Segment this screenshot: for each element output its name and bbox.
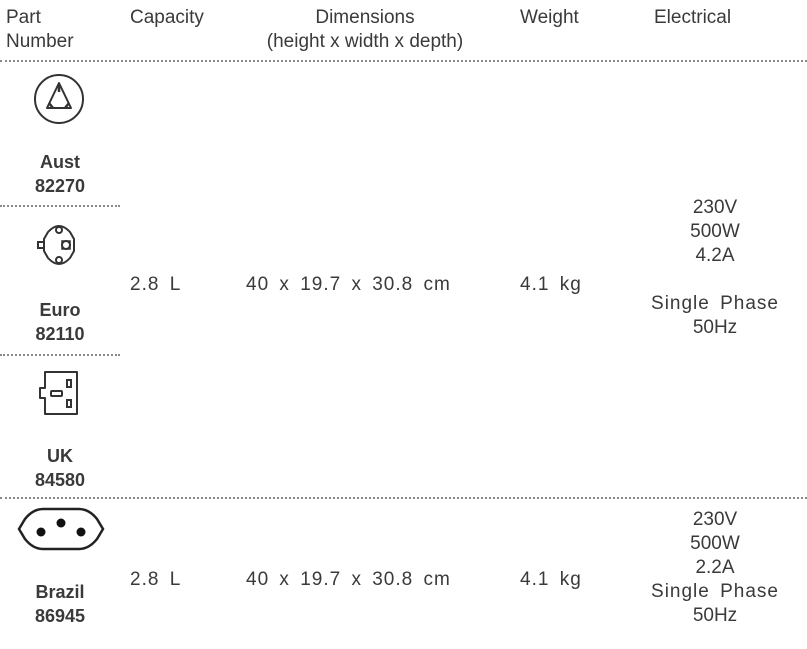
header-part-number: Part Number bbox=[6, 6, 74, 54]
plug-uk-part-number: 84580 bbox=[34, 470, 86, 490]
header-dimensions-label: Dimensions bbox=[315, 7, 415, 28]
plug-brazil-label: Brazil 86945 bbox=[0, 580, 120, 628]
plug-uk-label: UK 84580 bbox=[0, 444, 120, 492]
header-dimensions: Dimensions (height x width x depth) bbox=[240, 6, 490, 54]
plug-euro-region: Euro bbox=[39, 300, 81, 320]
plug-brazil-region: Brazil bbox=[35, 582, 85, 602]
group-divider bbox=[0, 497, 807, 499]
group2-power: 500W bbox=[690, 533, 740, 554]
group1-dimensions: 40 x 19.7 x 30.8 cm bbox=[246, 274, 451, 295]
row-divider-aust bbox=[0, 205, 120, 207]
header-divider bbox=[0, 60, 807, 62]
header-dimensions-sub: (height x width x depth) bbox=[266, 31, 464, 52]
plug-euro-label: Euro 82110 bbox=[0, 298, 120, 346]
group2-frequency: 50Hz bbox=[692, 605, 738, 626]
group1-weight: 4.1 kg bbox=[520, 274, 582, 295]
group1-voltage: 230V bbox=[692, 197, 738, 218]
plug-aust-label: Aust 82270 bbox=[0, 150, 120, 198]
plug-aust-region: Aust bbox=[40, 152, 80, 172]
header-number-label: Number bbox=[6, 31, 74, 52]
header-part-label: Part bbox=[6, 7, 41, 28]
group2-phase: Single Phase bbox=[651, 581, 779, 602]
group2-capacity: 2.8 L bbox=[130, 569, 182, 590]
group1-current: 4.2A bbox=[695, 245, 735, 266]
row-divider-euro bbox=[0, 354, 120, 356]
plug-euro-part-number: 82110 bbox=[35, 324, 85, 344]
group1-capacity: 2.8 L bbox=[130, 274, 182, 295]
group1-electrical: 230V 500W 4.2A Single Phase 50Hz bbox=[640, 196, 790, 340]
header-weight: Weight bbox=[520, 7, 579, 28]
australian-plug-icon bbox=[32, 72, 86, 126]
plug-aust-part-number: 82270 bbox=[34, 176, 86, 196]
group2-weight: 4.1 kg bbox=[520, 569, 582, 590]
group1-frequency: 50Hz bbox=[692, 317, 738, 338]
group2-electrical: 230V 500W 2.2A Single Phase 50Hz bbox=[640, 508, 790, 628]
group2-dimensions: 40 x 19.7 x 30.8 cm bbox=[246, 569, 451, 590]
plug-uk-region: UK bbox=[47, 446, 73, 466]
group1-phase: Single Phase bbox=[651, 293, 779, 314]
group2-voltage: 230V bbox=[692, 509, 738, 530]
group1-power: 500W bbox=[690, 221, 740, 242]
header-electrical: Electrical bbox=[654, 7, 732, 28]
euro-plug-icon bbox=[32, 218, 86, 272]
uk-plug-icon bbox=[37, 368, 85, 418]
plug-brazil-part-number: 86945 bbox=[34, 606, 86, 626]
group2-current: 2.2A bbox=[695, 557, 735, 578]
header-capacity: Capacity bbox=[130, 7, 204, 28]
brazil-plug-icon bbox=[15, 505, 107, 553]
